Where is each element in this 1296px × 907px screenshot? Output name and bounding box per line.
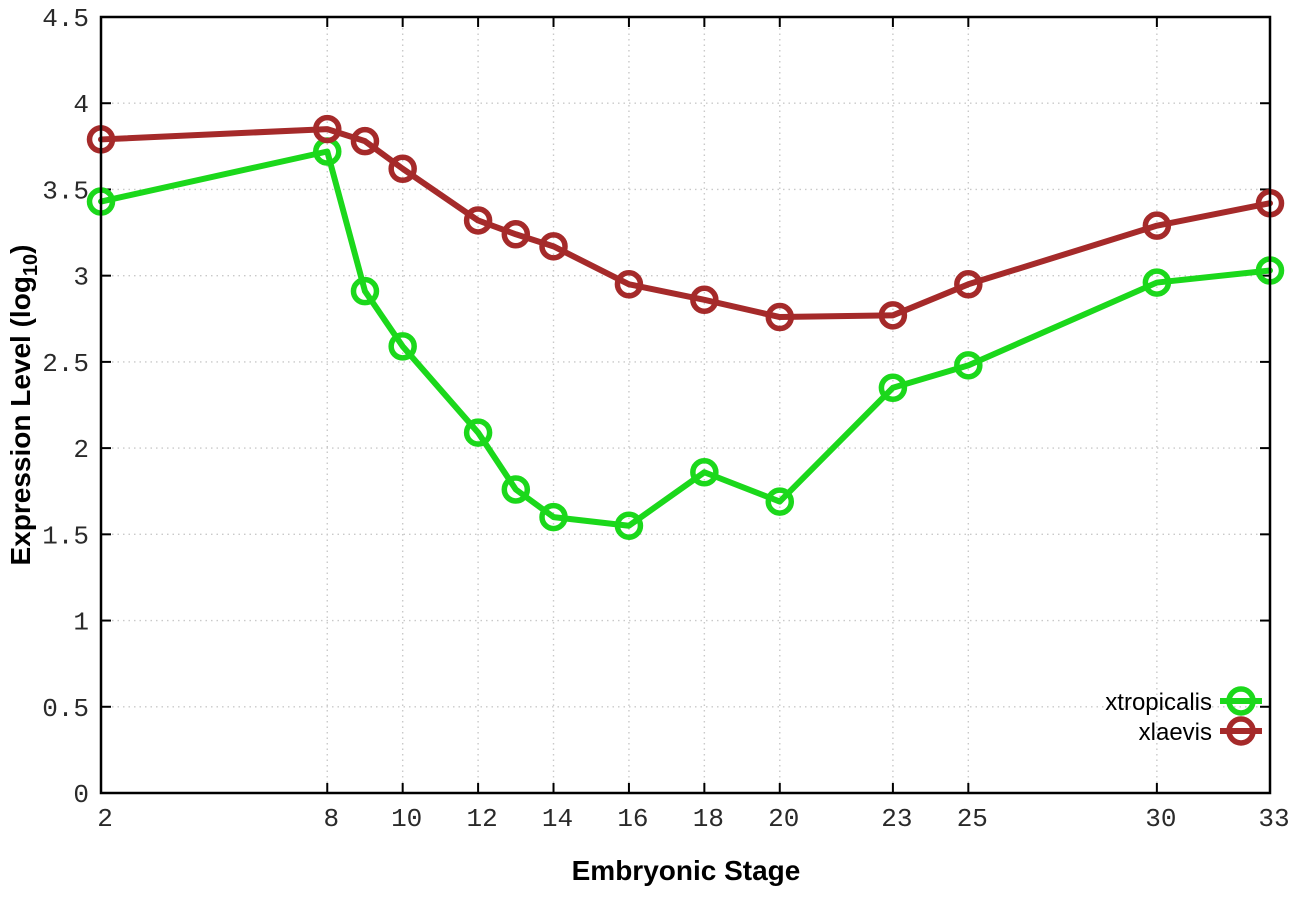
y-tick-label: 1.5 [42, 521, 89, 551]
x-tick-label: 2 [97, 804, 113, 834]
x-tick-label: 14 [542, 804, 573, 834]
series-xlaevis [86, 114, 1285, 332]
data-point-xlaevis [765, 302, 795, 332]
y-tick-label: 3.5 [42, 176, 89, 206]
y-tick-label: 3 [73, 263, 89, 293]
y-tick-label: 4 [73, 90, 89, 120]
data-point-xlaevis [614, 270, 644, 299]
data-series [86, 114, 1285, 540]
tick-labels: 0 0.5 1 1.5 2 2.5 3 3.5 4 4.5 2 8 10 12 14 16 18 20 23 25 30… [42, 4, 1289, 834]
x-tick-label: 10 [391, 804, 422, 834]
y-tick-label: 2.5 [42, 349, 89, 379]
x-tick-label: 16 [617, 804, 648, 834]
plot-border [99, 15, 1272, 795]
data-point-xlaevis [954, 270, 983, 299]
data-point-xlaevis [350, 126, 380, 156]
y-tick-label: 2 [73, 435, 89, 465]
series-xtropicalis [86, 137, 1285, 540]
x-tick-label: 30 [1145, 804, 1176, 834]
data-point-xlaevis [539, 232, 568, 261]
x-tick-label: 23 [881, 804, 912, 834]
data-point-xtropicalis [614, 511, 644, 540]
data-point-xtropicalis [501, 475, 531, 504]
data-point-xtropicalis [463, 418, 493, 447]
x-axis-title: Embryonic Stage [572, 855, 801, 886]
data-point-xlaevis [463, 206, 493, 235]
y-axis-title-close: ) [5, 245, 36, 254]
x-tick-label: 18 [693, 804, 724, 834]
series-line-xlaevis [98, 126, 1273, 321]
x-tick-label: 33 [1258, 804, 1289, 834]
data-point-xlaevis [878, 301, 908, 330]
svg-text:Expression Level (log10): Expression Level (log10) [5, 245, 42, 566]
x-tick-label: 20 [768, 804, 799, 834]
legend-marker-xtropicalis [1226, 686, 1256, 716]
data-point-xtropicalis [539, 502, 568, 532]
data-point-xtropicalis [350, 276, 380, 306]
y-tick-label: 4.5 [42, 4, 89, 34]
legend-label-xlaevis: xlaevis [1139, 719, 1212, 746]
y-tick-label: 1 [73, 608, 89, 638]
legend-label-xtropicalis: xtropicalis [1105, 689, 1212, 716]
y-axis-title-subscript: 10 [20, 254, 42, 276]
x-tick-label: 25 [957, 804, 988, 834]
x-tick-label: 8 [323, 804, 339, 834]
data-point-xlaevis [313, 114, 342, 144]
data-point-xtropicalis [954, 351, 983, 380]
y-axis-title-text: Expression Level (log [5, 276, 36, 565]
series-line-xtropicalis [98, 148, 1273, 529]
data-point-xlaevis [501, 220, 531, 249]
data-point-xlaevis [690, 285, 719, 315]
data-point-xtropicalis [878, 373, 908, 403]
data-point-xtropicalis [765, 487, 795, 516]
y-axis-title: Expression Level (log10) [5, 245, 42, 566]
data-point-xtropicalis [1142, 268, 1172, 297]
x-tick-label: 12 [466, 804, 497, 834]
y-tick-label: 0.5 [42, 694, 89, 724]
legend-marker-xlaevis [1226, 716, 1256, 746]
y-tick-label: 0 [73, 780, 89, 810]
legend-item-xtropicalis: xtropicalis [1105, 686, 1262, 716]
data-point-xtropicalis [690, 458, 719, 487]
gridlines [101, 17, 1270, 793]
legend-item-xlaevis: xlaevis [1139, 716, 1262, 746]
data-point-xtropicalis [388, 332, 417, 361]
legend: xtropicalis xlaevis [1105, 686, 1262, 746]
data-point-xlaevis [1142, 211, 1172, 240]
data-point-xlaevis [388, 154, 417, 184]
